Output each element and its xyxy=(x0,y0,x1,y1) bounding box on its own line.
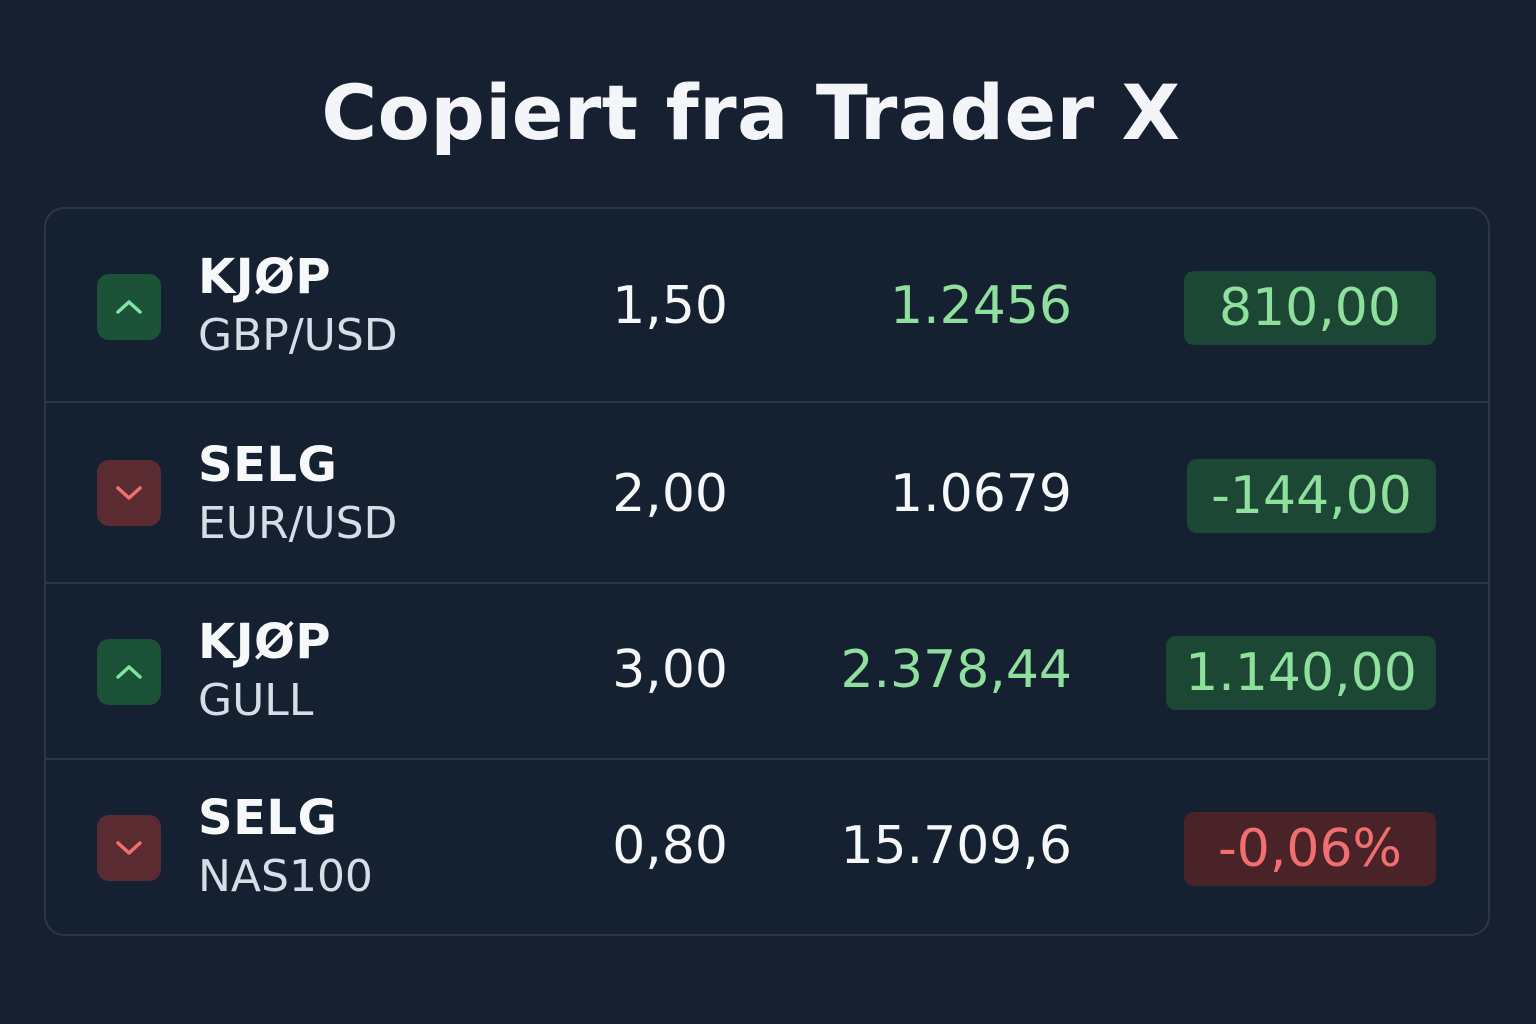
trade-pnl-badge: -0,06% xyxy=(1184,812,1436,886)
trade-row[interactable]: SELG NAS100 0,80 15.709,6 -0,06% xyxy=(46,758,1488,934)
chevron-down-icon xyxy=(116,841,142,855)
trade-lots: 0,80 xyxy=(612,816,728,876)
trade-pnl-badge: 810,00 xyxy=(1184,271,1436,345)
trade-action: SELG xyxy=(198,437,338,493)
trade-symbol: GULL xyxy=(198,675,314,726)
trade-pnl-badge: -144,00 xyxy=(1187,459,1436,533)
buy-direction-button[interactable] xyxy=(97,639,161,705)
trade-row[interactable]: KJØP GBP/USD 1,50 1.2456 810,00 xyxy=(46,209,1488,401)
sell-direction-button[interactable] xyxy=(97,815,161,881)
trade-action: KJØP xyxy=(198,614,332,670)
sell-direction-button[interactable] xyxy=(97,460,161,526)
buy-direction-button[interactable] xyxy=(97,274,161,340)
trade-row[interactable]: SELG EUR/USD 2,00 1.0679 -144,00 xyxy=(46,401,1488,582)
trade-symbol: EUR/USD xyxy=(198,498,398,549)
trade-symbol: GBP/USD xyxy=(198,310,398,361)
chevron-down-icon xyxy=(116,486,142,500)
trade-pnl-badge: 1.140,00 xyxy=(1166,636,1436,710)
trade-action: SELG xyxy=(198,790,338,846)
trade-action: KJØP xyxy=(198,249,332,305)
trade-symbol: NAS100 xyxy=(198,851,373,902)
chevron-up-icon xyxy=(116,300,142,314)
trade-lots: 3,00 xyxy=(612,640,728,700)
chevron-up-icon xyxy=(116,665,142,679)
trade-row[interactable]: KJØP GULL 3,00 2.378,44 1.140,00 xyxy=(46,582,1488,758)
trade-price: 15.709,6 xyxy=(840,816,1072,876)
trade-price: 1.0679 xyxy=(890,464,1072,524)
trade-price: 1.2456 xyxy=(890,276,1072,336)
trades-card: KJØP GBP/USD 1,50 1.2456 810,00 SELG EUR… xyxy=(44,207,1490,936)
trade-price: 2.378,44 xyxy=(840,640,1072,700)
trade-lots: 1,50 xyxy=(612,276,728,336)
page-title: Copiert fra Trader X xyxy=(321,68,1181,157)
trade-lots: 2,00 xyxy=(612,464,728,524)
